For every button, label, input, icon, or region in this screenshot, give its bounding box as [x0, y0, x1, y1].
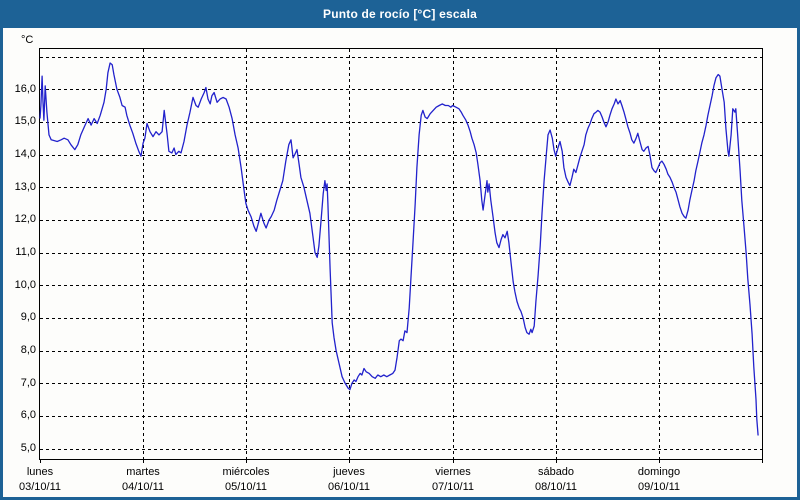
x-day-label: domingo	[637, 466, 681, 478]
y-tick-label: 11,0	[15, 246, 36, 258]
dewpoint-series-line	[39, 62, 759, 436]
y-tick-label: 5,0	[20, 442, 36, 454]
window-title: Punto de rocío [°C] escala	[322, 7, 478, 21]
y-tick-label: 10,0	[14, 279, 36, 291]
y-tick-label: 7,0	[20, 377, 36, 389]
y-tick-label: 16,0	[14, 83, 36, 95]
y-tick-label: 8,0	[20, 344, 36, 356]
x-date-label: 09/10/11	[637, 481, 680, 493]
x-day-label: viernes	[435, 466, 471, 478]
x-date-label: 05/10/11	[224, 481, 267, 493]
y-axis-unit-label: °C	[21, 34, 34, 46]
y-tick-label: 15,0	[14, 115, 36, 127]
x-date-label: 03/10/11	[18, 481, 61, 493]
chart-area: °C 16,0 15,0 14,0 13,0 12,0 11,0 10,0 9,0 8,0 7,0…	[3, 28, 797, 497]
x-day-label: sábado	[537, 466, 575, 478]
y-tick-label: 14,0	[14, 148, 36, 160]
x-date-label: 07/10/11	[431, 481, 474, 493]
title-bar: Punto de rocío [°C] escala	[0, 0, 800, 28]
x-day-label: jueves	[333, 466, 365, 478]
x-date-label: 04/10/11	[121, 481, 164, 493]
y-tick-label: 13,0	[14, 181, 36, 193]
y-tick-label: 6,0	[20, 409, 36, 421]
x-day-label: lunes	[26, 466, 54, 478]
plot-area	[39, 48, 763, 463]
dewpoint-line-chart	[39, 49, 763, 463]
x-date-label: 08/10/11	[534, 481, 577, 493]
x-date-label: 06/10/11	[327, 481, 370, 493]
x-day-label: miércoles	[222, 466, 270, 478]
x-day-label: martes	[126, 466, 160, 478]
y-tick-label: 9,0	[20, 311, 36, 323]
y-tick-label: 12,0	[14, 213, 36, 225]
